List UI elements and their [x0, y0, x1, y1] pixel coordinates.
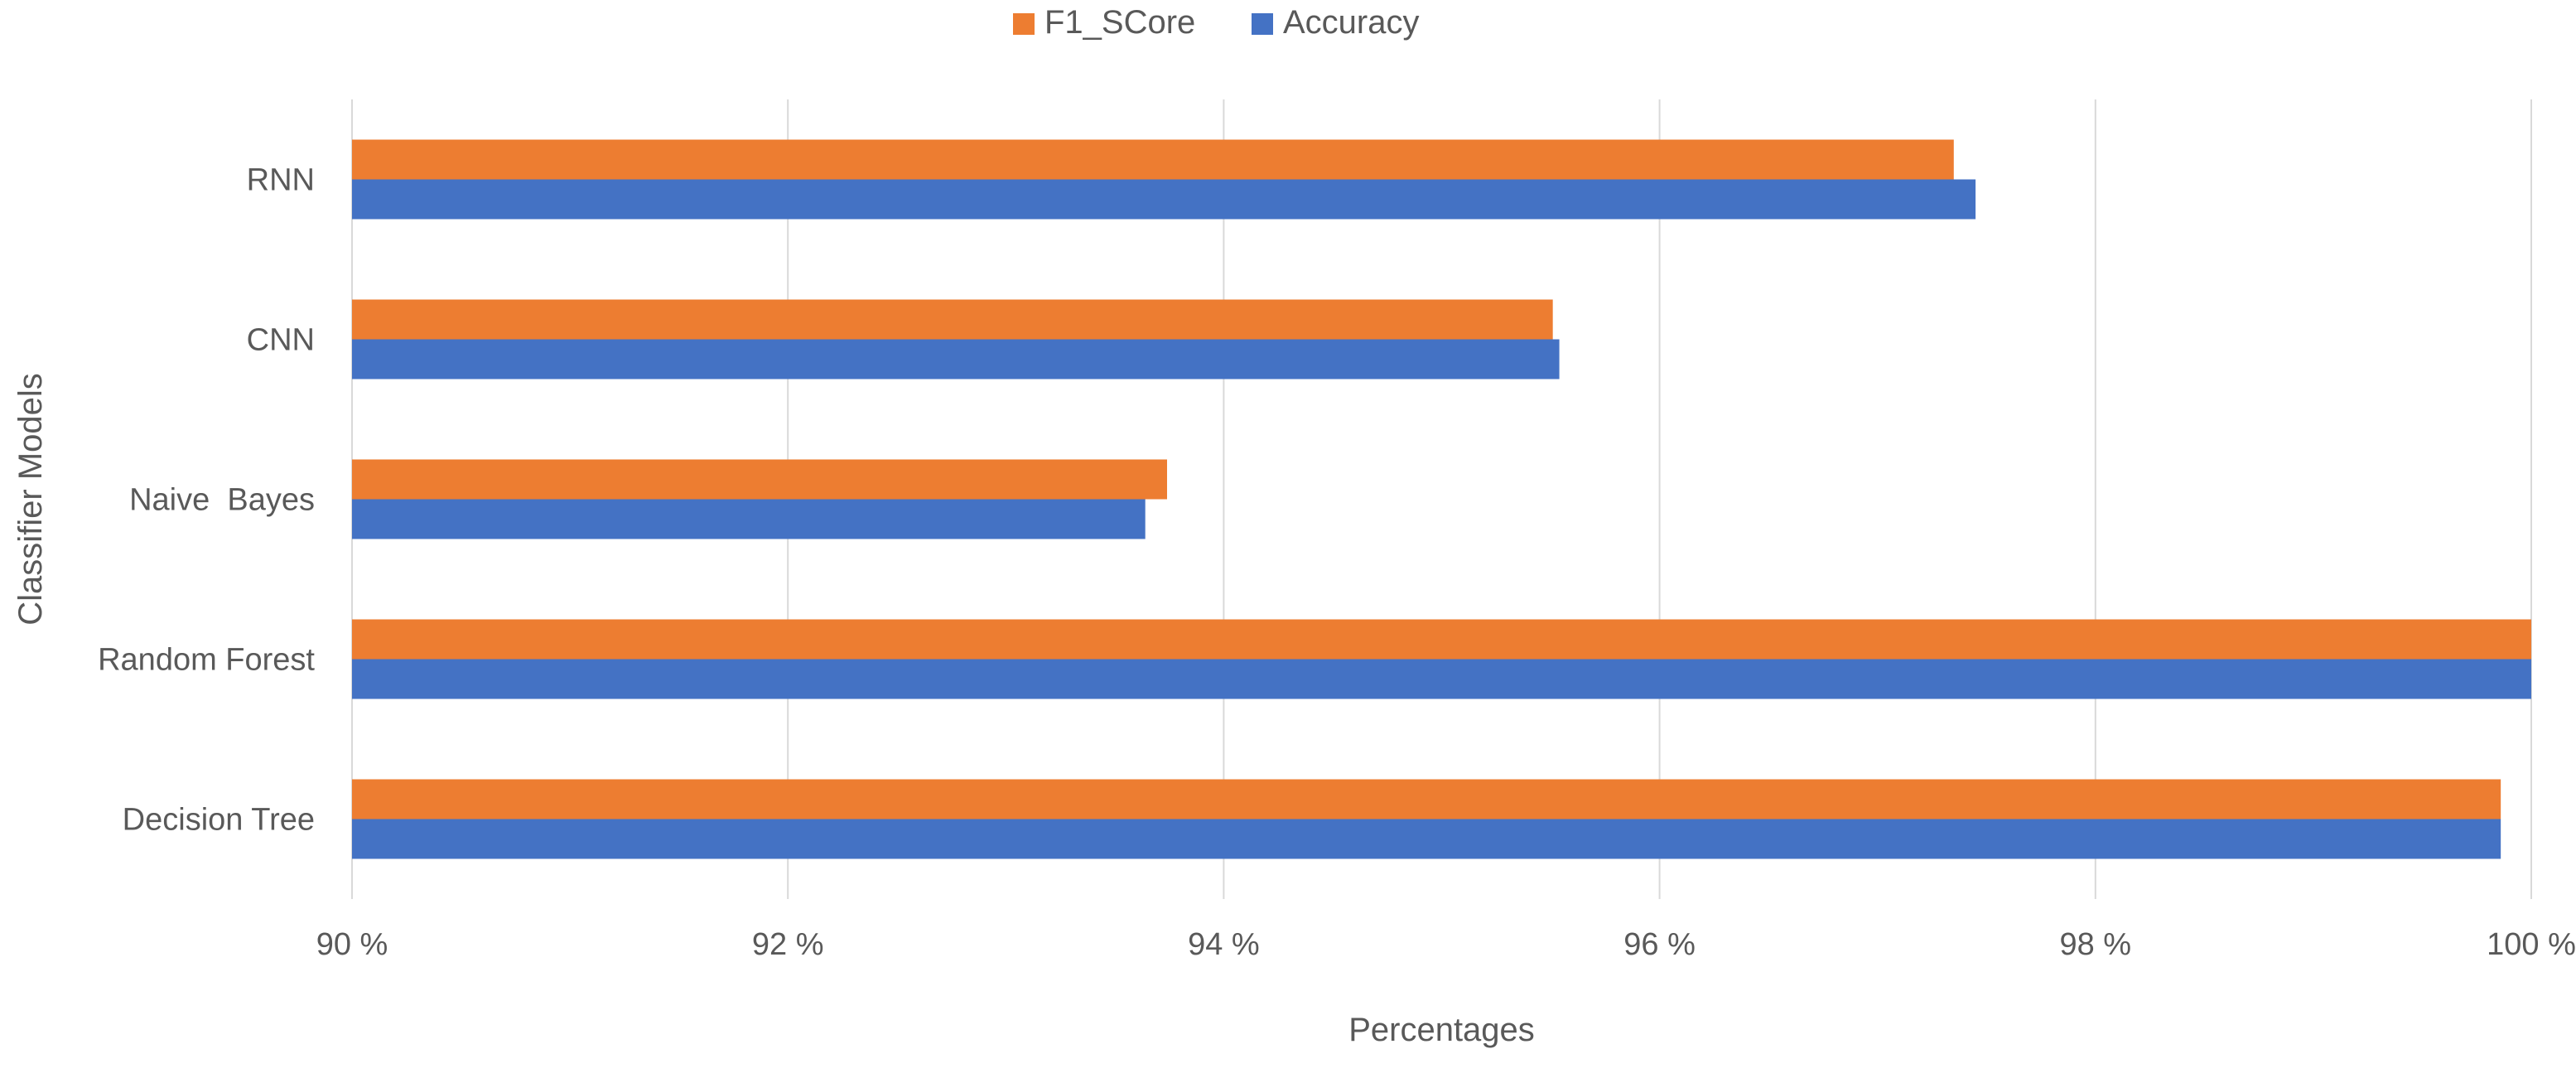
- y-tick-label: Random Forest: [98, 643, 315, 678]
- x-tick-label: 96 %: [1623, 927, 1696, 962]
- bar-f1-score-decision-tree: [352, 779, 2501, 819]
- bar-accuracy-naive-bayes: [352, 499, 1146, 539]
- bars: [352, 139, 2531, 859]
- legend-label: Accuracy: [1283, 4, 1420, 41]
- bar-accuracy-random-forest: [352, 659, 2531, 699]
- x-axis-title: Percentages: [1348, 1012, 1535, 1048]
- legend-swatch: [1252, 13, 1273, 35]
- bar-f1-score-rnn: [352, 139, 1954, 180]
- x-tick-label: 100 %: [2487, 927, 2576, 962]
- bar-accuracy-cnn: [352, 339, 1560, 379]
- y-tick-label: Naive Bayes: [129, 483, 315, 518]
- gridlines: [351, 99, 2532, 899]
- bar-f1-score-random-forest: [352, 619, 2531, 660]
- x-tick-label: 90 %: [316, 927, 388, 962]
- bar-f1-score-cnn: [352, 299, 1553, 340]
- y-tick-label: Decision Tree: [123, 803, 315, 838]
- bar-accuracy-decision-tree: [352, 819, 2501, 859]
- y-tick-label: CNN: [247, 323, 315, 358]
- y-tick-labels: Decision Tree Random Forest Naive Bayes CNN…: [98, 163, 315, 838]
- y-axis-title: Classifier Models: [12, 373, 49, 626]
- legend: F1_SCore Accuracy: [1013, 4, 1420, 41]
- y-tick-label: RNN: [247, 163, 315, 198]
- legend-label: F1_SCore: [1044, 4, 1195, 41]
- bar-accuracy-rnn: [352, 179, 1976, 220]
- x-tick-labels: 90 % 92 % 94 % 96 % 98 % 100 %: [316, 927, 2576, 962]
- x-tick-label: 94 %: [1188, 927, 1260, 962]
- x-tick-label: 92 %: [752, 927, 824, 962]
- bar-f1-score-naive-bayes: [352, 459, 1167, 500]
- x-tick-label: 98 %: [2059, 927, 2131, 962]
- legend-swatch: [1013, 13, 1035, 35]
